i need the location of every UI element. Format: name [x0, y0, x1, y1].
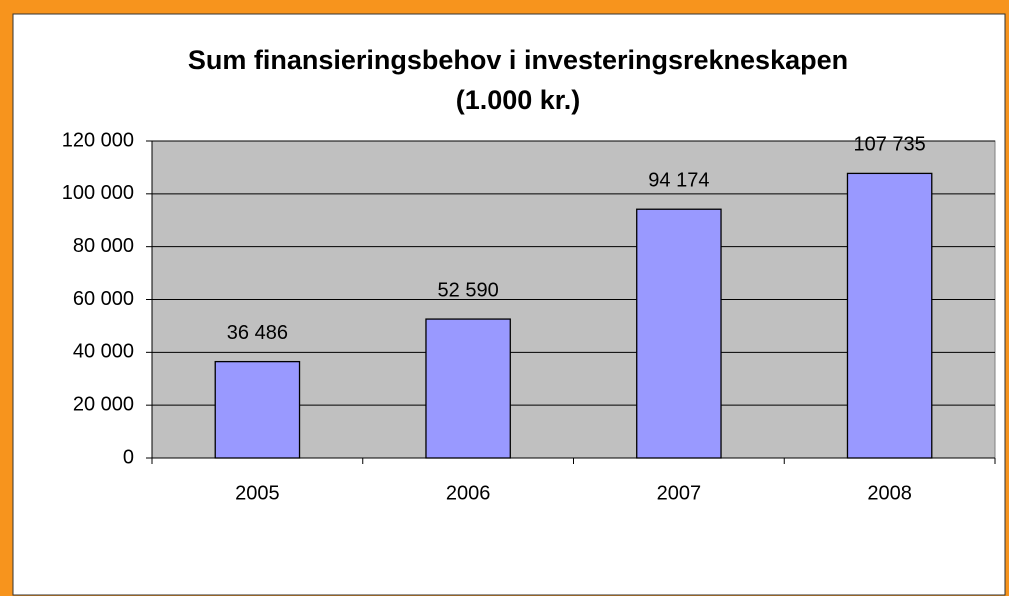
- y-tick-label: 60 000: [73, 288, 134, 310]
- x-tick-label: 2005: [235, 482, 280, 504]
- y-tick-label: 80 000: [73, 235, 134, 257]
- y-tick-label: 120 000: [62, 129, 134, 151]
- y-tick-label: 20 000: [73, 393, 134, 415]
- bar: [214, 360, 301, 459]
- x-tick-label: 2006: [446, 482, 491, 504]
- bar: [846, 172, 933, 459]
- data-label: 107 735: [853, 134, 925, 156]
- data-label: 52 590: [438, 279, 499, 301]
- chart-title: Sum finansieringsbehov i investeringsrek…: [188, 45, 848, 75]
- y-tick-label: 100 000: [62, 182, 134, 204]
- data-label: 36 486: [227, 322, 288, 344]
- y-tick-label: 40 000: [73, 341, 134, 363]
- bar: [425, 318, 511, 459]
- y-tick-label: 0: [123, 446, 134, 468]
- x-tick-label: 2008: [867, 482, 912, 504]
- data-label: 94 174: [648, 170, 709, 192]
- chart-title: (1.000 kr.): [456, 85, 581, 115]
- x-tick-label: 2007: [657, 482, 702, 504]
- bar: [636, 208, 722, 459]
